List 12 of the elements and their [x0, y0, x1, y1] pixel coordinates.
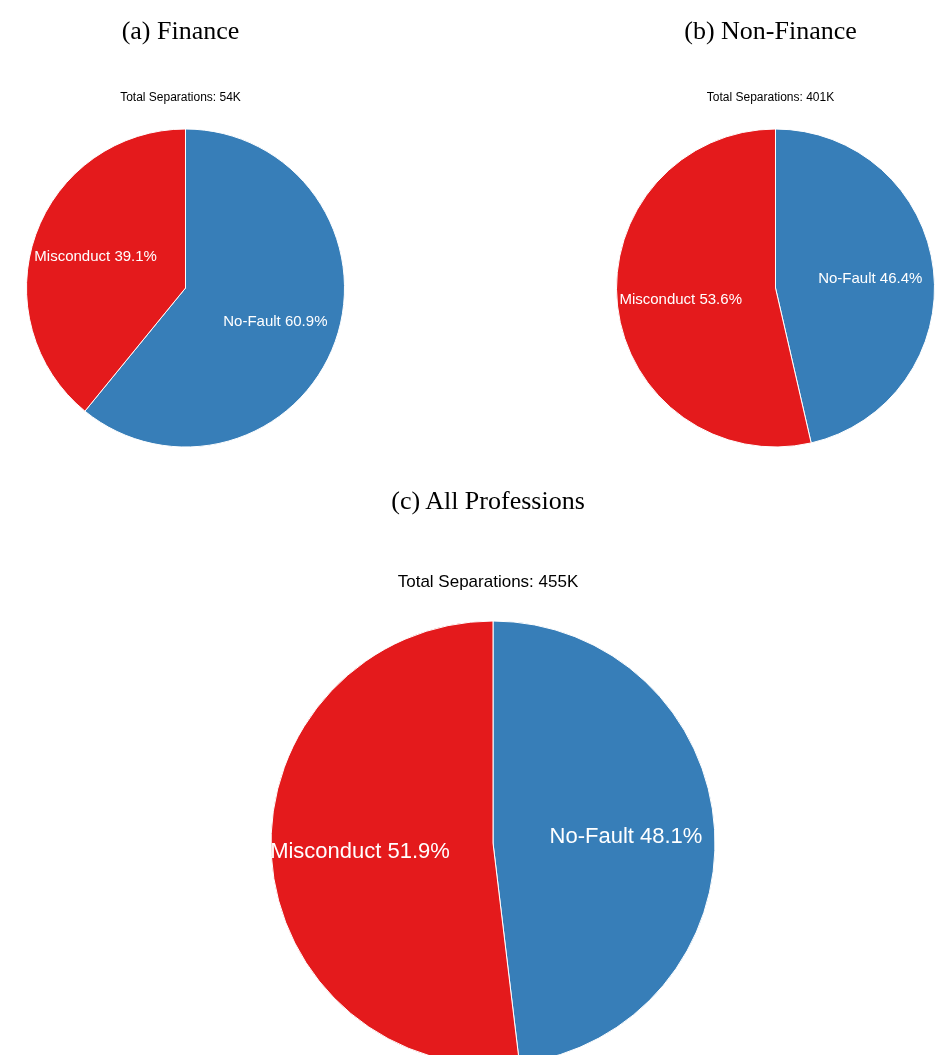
chart-subtitle: Total Separations: 54K — [119, 90, 242, 104]
chart-title: (a) Finance — [120, 16, 241, 46]
chart-subtitle: Total Separations: 401K — [705, 90, 836, 104]
slice-label: No-Fault 48.1% — [549, 822, 703, 848]
chart-subtitle: Total Separations: 455K — [396, 572, 580, 592]
chart-title: (c) All Professions — [390, 486, 586, 516]
slice-label: No-Fault 46.4% — [818, 268, 923, 286]
slice-label: Misconduct 39.1% — [34, 247, 157, 265]
slice-label: No-Fault 60.9% — [223, 311, 328, 329]
chart-title: (b) Non-Finance — [683, 16, 858, 46]
slice-label: Misconduct 51.9% — [270, 838, 450, 864]
slice-label: Misconduct 53.6% — [619, 290, 742, 308]
